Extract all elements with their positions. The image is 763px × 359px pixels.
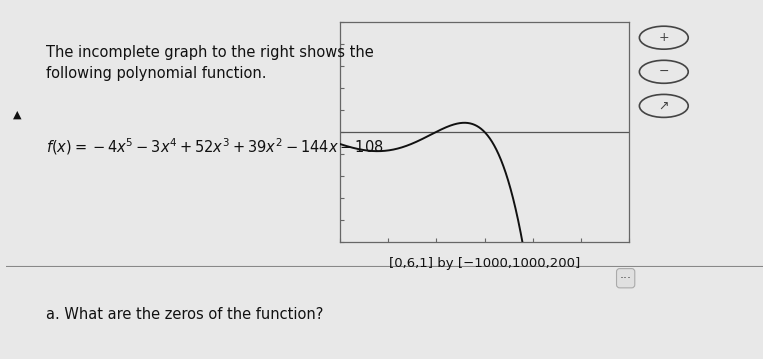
- Text: following polynomial function.: following polynomial function.: [46, 66, 266, 81]
- Text: ▲: ▲: [12, 110, 21, 120]
- Text: +: +: [658, 31, 669, 44]
- Text: $f(x)=-4x^5-3x^4+52x^3+39x^2-144x-108$: $f(x)=-4x^5-3x^4+52x^3+39x^2-144x-108$: [46, 136, 383, 157]
- Text: ↗: ↗: [658, 99, 669, 112]
- Text: a. What are the zeros of the function?: a. What are the zeros of the function?: [46, 307, 324, 322]
- Text: −: −: [658, 65, 669, 78]
- Text: ···: ···: [620, 272, 632, 285]
- Text: The incomplete graph to the right shows the: The incomplete graph to the right shows …: [46, 45, 374, 60]
- Text: [0,6,1] by [−1000,1000,200]: [0,6,1] by [−1000,1000,200]: [389, 257, 580, 270]
